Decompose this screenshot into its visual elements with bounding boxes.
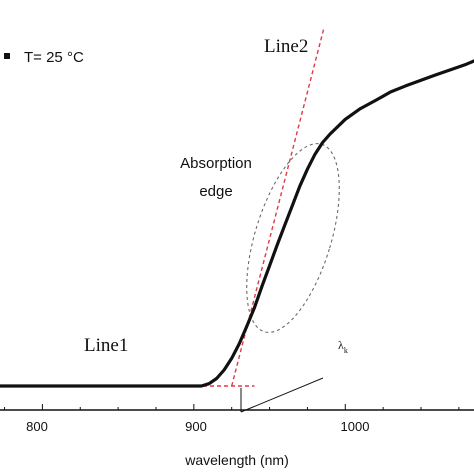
x-axis-ticks [4, 404, 460, 410]
x-tick-label-1000: 1000 [341, 419, 370, 434]
x-tick-label-800: 800 [26, 419, 48, 434]
lambda-k-pointer [240, 377, 324, 413]
x-tick-label-900: 900 [185, 419, 207, 434]
lambda-symbol: λ [338, 338, 344, 352]
legend-marker [4, 53, 10, 59]
absorption-curve [0, 59, 474, 388]
line1-label: Line1 [84, 335, 128, 356]
line2-label: Line2 [264, 36, 308, 57]
line2-fit-line [231, 27, 325, 387]
absorption-edge-label-line2: edge [199, 183, 232, 200]
lambda-k-label: λk [338, 338, 348, 355]
legend-label: T= 25 °C [24, 49, 84, 66]
absorption-edge-label-line1: Absorption [180, 155, 252, 172]
x-axis-title: wavelength (nm) [184, 452, 289, 468]
lambda-subscript: k [344, 346, 348, 355]
absorption-edge-ellipse [246, 143, 340, 333]
